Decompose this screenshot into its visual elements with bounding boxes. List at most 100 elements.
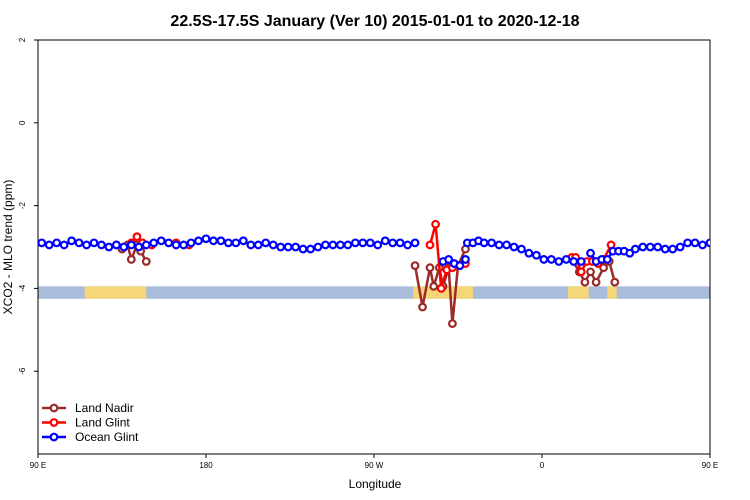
data-point xyxy=(343,240,353,250)
data-point xyxy=(425,263,435,273)
data-point xyxy=(395,238,405,248)
data-point xyxy=(52,238,62,248)
data-point xyxy=(194,236,203,246)
data-point xyxy=(82,240,91,250)
x-tick-label: 0 xyxy=(540,461,545,470)
land-band xyxy=(568,286,589,299)
data-point xyxy=(610,277,620,287)
data-point xyxy=(216,236,226,246)
land-band xyxy=(607,286,617,299)
y-tick-label: -2 xyxy=(18,201,27,209)
data-point xyxy=(487,238,497,248)
data-point xyxy=(321,240,330,250)
data-point xyxy=(89,238,99,248)
data-point xyxy=(561,255,571,264)
y-tick-label: -4 xyxy=(18,284,27,292)
data-point xyxy=(580,277,590,287)
data-point xyxy=(660,244,670,254)
data-point xyxy=(479,238,489,248)
data-point xyxy=(253,240,263,250)
data-point xyxy=(74,238,84,248)
data-point xyxy=(586,267,595,277)
x-tick-label: 90 W xyxy=(365,461,384,470)
data-point xyxy=(223,238,233,248)
data-point xyxy=(586,248,595,258)
data-point xyxy=(246,240,256,250)
data-point xyxy=(126,255,136,264)
land-band xyxy=(84,286,147,299)
data-point xyxy=(431,219,441,229)
x-tick-label: 90 E xyxy=(702,461,718,470)
data-point xyxy=(238,236,248,246)
data-point xyxy=(388,238,398,248)
data-point xyxy=(111,240,121,250)
data-point xyxy=(126,240,136,250)
data-point xyxy=(705,238,710,248)
data-point xyxy=(59,240,69,250)
data-point xyxy=(410,261,420,271)
data-point xyxy=(509,242,519,252)
data-point xyxy=(380,236,390,246)
data-point xyxy=(276,242,286,252)
data-point xyxy=(38,238,47,248)
y-tick-label: -6 xyxy=(18,367,27,375)
data-point xyxy=(313,242,323,252)
series-ocean-glint xyxy=(38,234,744,271)
surface-band xyxy=(38,286,710,299)
data-point xyxy=(201,234,211,244)
data-point xyxy=(625,248,635,258)
data-point xyxy=(444,255,454,264)
data-point xyxy=(298,244,308,254)
data-point xyxy=(638,242,648,252)
data-point xyxy=(683,238,692,248)
data-point xyxy=(365,238,375,248)
x-tick-label: 180 xyxy=(199,461,213,470)
data-point xyxy=(134,242,144,252)
x-tick-label: 90 E xyxy=(30,461,46,470)
data-point xyxy=(539,255,549,264)
data-point xyxy=(336,240,345,250)
data-point xyxy=(630,244,640,254)
data-point xyxy=(546,255,556,264)
legend-marker xyxy=(49,403,59,413)
data-point xyxy=(714,242,721,249)
data-point xyxy=(119,242,129,252)
data-point xyxy=(425,240,435,250)
legend-label: Land Glint xyxy=(75,416,130,430)
data-point xyxy=(591,277,601,287)
data-point xyxy=(186,238,196,248)
data-point xyxy=(675,242,685,252)
data-point xyxy=(291,242,301,252)
legend-label: Land Nadir xyxy=(75,401,134,415)
y-axis-label: XCO2 - MLO trend (ppm) xyxy=(1,180,15,315)
data-point xyxy=(149,238,159,248)
legend-label: Ocean Glint xyxy=(75,430,139,444)
data-point xyxy=(156,236,166,246)
data-point xyxy=(729,237,736,244)
x-axis: 90 E 180 90 W 0 90 E xyxy=(30,454,718,470)
data-point xyxy=(737,240,744,247)
data-point xyxy=(569,257,579,266)
data-point xyxy=(306,244,315,254)
data-point xyxy=(132,232,142,242)
data-point xyxy=(358,238,368,248)
data-point xyxy=(328,240,338,250)
data-point xyxy=(576,257,586,266)
data-point xyxy=(403,240,413,250)
data-point xyxy=(429,281,439,291)
data-point xyxy=(645,242,655,252)
data-point xyxy=(350,238,360,248)
y-axis: 2 0 -2 -4 -6 xyxy=(18,37,38,375)
data-point xyxy=(653,242,663,252)
data-point xyxy=(373,240,383,250)
data-point xyxy=(268,240,278,250)
data-point xyxy=(67,236,76,246)
series-layer xyxy=(38,219,744,328)
data-point xyxy=(576,267,586,277)
data-point xyxy=(164,238,174,248)
data-point xyxy=(690,238,700,248)
data-point xyxy=(502,240,511,250)
land-band xyxy=(413,286,473,299)
data-point xyxy=(532,250,541,260)
